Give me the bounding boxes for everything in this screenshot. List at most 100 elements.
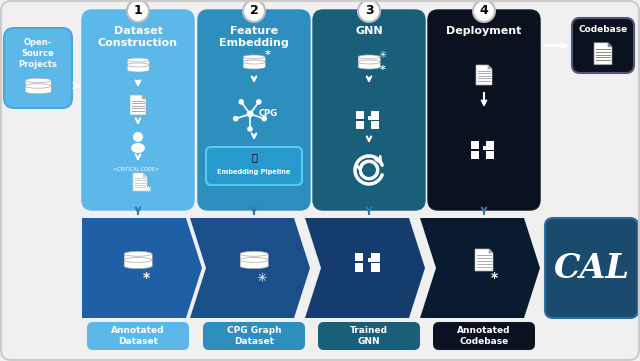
Ellipse shape [124,258,152,262]
Text: 1: 1 [134,4,142,17]
Polygon shape [476,65,492,85]
Circle shape [358,0,380,22]
FancyBboxPatch shape [87,322,189,350]
FancyBboxPatch shape [313,10,425,210]
Ellipse shape [127,58,149,62]
Bar [486,151,493,158]
Text: *: * [265,50,271,60]
Ellipse shape [243,65,265,69]
FancyBboxPatch shape [203,322,305,350]
Text: CPG Graph
Dataset: CPG Graph Dataset [227,326,282,346]
Bar [240,254,268,266]
Circle shape [247,126,253,132]
Text: 🏭: 🏭 [251,153,257,163]
Ellipse shape [25,84,51,88]
Bar [471,151,479,158]
Bar [356,111,364,119]
Text: GNN: GNN [355,26,383,36]
Bar [124,254,152,266]
Text: Codebase: Codebase [579,25,628,34]
Polygon shape [608,43,612,47]
Bar [355,253,364,261]
Circle shape [233,116,239,121]
FancyBboxPatch shape [198,10,310,210]
Bar [356,121,364,129]
Bar [127,60,149,70]
Polygon shape [305,218,425,318]
Bar [483,146,493,150]
Ellipse shape [25,78,51,83]
Text: Dataset
Construction: Dataset Construction [98,26,178,48]
Ellipse shape [358,60,380,64]
Ellipse shape [358,55,380,59]
Polygon shape [594,43,612,65]
Ellipse shape [127,68,149,72]
Text: 4: 4 [479,4,488,17]
Ellipse shape [243,60,265,64]
Bar [243,57,265,67]
Text: *: * [490,271,497,285]
Text: ✳: ✳ [257,271,268,284]
Bar [371,253,380,261]
Bar [358,57,380,67]
Polygon shape [82,218,202,318]
Polygon shape [489,249,493,253]
FancyBboxPatch shape [572,18,634,73]
Text: 2: 2 [250,4,259,17]
Polygon shape [130,95,146,115]
Polygon shape [143,173,147,177]
Circle shape [133,132,143,142]
Polygon shape [142,95,146,99]
Text: Deployment: Deployment [446,26,522,36]
FancyBboxPatch shape [428,10,540,210]
Text: 3: 3 [365,4,373,17]
Polygon shape [420,218,540,318]
FancyBboxPatch shape [545,218,638,318]
Ellipse shape [240,258,268,262]
Text: Embedding Pipeline: Embedding Pipeline [218,169,291,175]
Circle shape [238,99,244,105]
Circle shape [473,0,495,22]
Circle shape [262,116,267,121]
Ellipse shape [127,63,149,67]
Text: ✳: ✳ [379,50,387,60]
Ellipse shape [358,65,380,69]
Ellipse shape [131,143,145,153]
Text: *: * [145,186,151,199]
Circle shape [246,110,253,117]
FancyBboxPatch shape [82,10,194,210]
Ellipse shape [124,264,152,269]
Ellipse shape [240,251,268,256]
Bar [368,258,380,262]
Bar [25,81,51,92]
Bar [371,111,379,119]
Bar [355,263,364,272]
Text: Feature
Embedding: Feature Embedding [219,26,289,48]
FancyBboxPatch shape [433,322,535,350]
Text: Annotated
Codebase: Annotated Codebase [457,326,511,346]
Text: Open-
Source
Projects: Open- Source Projects [19,38,58,69]
Text: *: * [380,65,386,75]
FancyBboxPatch shape [206,147,302,185]
Text: CPG: CPG [259,109,278,118]
Ellipse shape [240,264,268,269]
Bar [471,142,479,149]
Circle shape [127,0,149,22]
Ellipse shape [124,251,152,256]
Polygon shape [475,249,493,271]
FancyBboxPatch shape [4,28,72,108]
Polygon shape [488,65,492,69]
Text: Trained
GNN: Trained GNN [350,326,388,346]
Circle shape [256,99,262,105]
FancyBboxPatch shape [318,322,420,350]
Ellipse shape [243,55,265,59]
Polygon shape [190,218,310,318]
Ellipse shape [25,90,51,94]
Text: CAL: CAL [554,252,630,284]
Bar [486,142,493,149]
Polygon shape [133,173,147,191]
Bar [371,121,379,129]
Bar [371,263,380,272]
Text: Annotated
Dataset: Annotated Dataset [111,326,164,346]
Text: *: * [143,271,150,285]
